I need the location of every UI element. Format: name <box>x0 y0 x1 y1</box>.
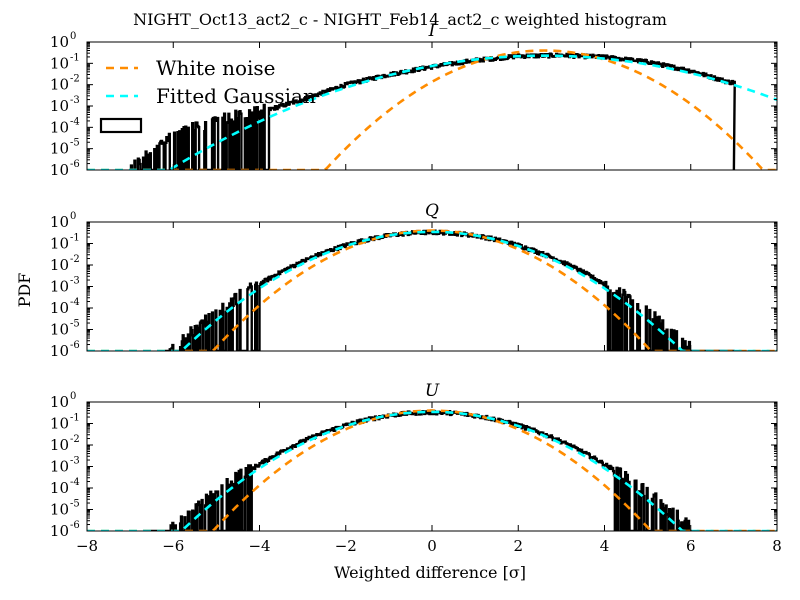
white-noise-curve <box>87 49 777 170</box>
legend-entry: White noise <box>156 56 275 80</box>
y-tick-label: 10 <box>50 522 69 540</box>
y-tick-label: 10 <box>50 33 69 51</box>
y-tick-exponent: -6 <box>70 159 80 170</box>
y-tick-label: 10 <box>50 235 69 253</box>
y-tick-exponent: -1 <box>70 233 80 244</box>
y-tick-label: 10 <box>50 161 69 179</box>
legend: White noise Fitted Gaussian <box>99 56 316 134</box>
fitted-gaussian-curve <box>87 410 777 531</box>
y-tick-exponent: -6 <box>70 340 80 351</box>
y-tick-exponent: 0 <box>70 211 76 222</box>
y-tick-exponent: -6 <box>70 520 80 531</box>
plot-area <box>87 229 777 351</box>
y-tick-label: 10 <box>50 415 69 433</box>
y-axis-label: PDF <box>15 273 34 308</box>
panel-title: U <box>425 381 440 401</box>
y-tick-label: 10 <box>50 342 69 360</box>
x-tick-label: 8 <box>772 537 782 555</box>
fitted-gaussian-curve <box>87 54 777 170</box>
y-tick-exponent: -3 <box>70 456 80 467</box>
x-tick-label: 0 <box>427 537 437 555</box>
y-tick-label: 10 <box>50 256 69 274</box>
y-tick-exponent: -4 <box>70 116 80 127</box>
y-tick-exponent: 0 <box>70 391 76 402</box>
panel-title: Q <box>425 201 439 221</box>
y-tick-label: 10 <box>50 458 69 476</box>
y-tick-label: 10 <box>50 479 69 497</box>
x-tick-label: −4 <box>248 537 270 555</box>
white-noise-curve <box>87 409 777 531</box>
y-tick-label: 10 <box>50 76 69 94</box>
y-tick-label: 10 <box>50 213 69 231</box>
x-tick-label: −6 <box>162 537 184 555</box>
y-tick-label: 10 <box>50 299 69 317</box>
y-tick-exponent: -1 <box>70 52 80 63</box>
y-tick-label: 10 <box>50 393 69 411</box>
legend-swatch-histogram <box>99 117 143 134</box>
histogram-series <box>164 229 735 351</box>
y-tick-exponent: -5 <box>70 138 80 149</box>
y-tick-label: 10 <box>50 140 69 158</box>
y-tick-exponent: -2 <box>70 434 80 445</box>
y-tick-exponent: -2 <box>70 254 80 265</box>
y-tick-label: 10 <box>50 278 69 296</box>
y-tick-exponent: -4 <box>70 297 80 308</box>
y-tick-label: 10 <box>50 436 69 454</box>
y-tick-label: 10 <box>50 118 69 136</box>
legend-entry: Fitted Gaussian <box>156 84 316 108</box>
panel-title: I <box>428 21 436 41</box>
fitted-gaussian-curve <box>87 230 777 351</box>
x-tick-label: 2 <box>513 537 523 555</box>
plot-area <box>87 409 777 531</box>
histogram-series <box>143 409 692 531</box>
y-tick-label: 10 <box>50 501 69 519</box>
x-tick-label: 4 <box>600 537 610 555</box>
y-tick-exponent: -5 <box>70 499 80 510</box>
y-tick-exponent: -4 <box>70 477 80 488</box>
plot-area <box>87 49 777 170</box>
x-tick-label: −8 <box>76 537 98 555</box>
y-tick-exponent: -2 <box>70 74 80 85</box>
figure-title: NIGHT_Oct13_act2_c - NIGHT_Feb14_act2_c … <box>133 10 667 29</box>
white-noise-curve <box>87 229 777 351</box>
x-tick-label: 6 <box>686 537 696 555</box>
x-tick-label: −2 <box>335 537 357 555</box>
y-tick-label: 10 <box>50 97 69 115</box>
y-tick-label: 10 <box>50 321 69 339</box>
y-tick-exponent: -5 <box>70 319 80 330</box>
y-tick-label: 10 <box>50 54 69 72</box>
y-tick-exponent: -3 <box>70 276 80 287</box>
x-axis-label: Weighted difference [σ] <box>334 563 526 582</box>
y-tick-exponent: -3 <box>70 95 80 106</box>
y-tick-exponent: -1 <box>70 413 80 424</box>
y-tick-exponent: 0 <box>70 31 76 42</box>
